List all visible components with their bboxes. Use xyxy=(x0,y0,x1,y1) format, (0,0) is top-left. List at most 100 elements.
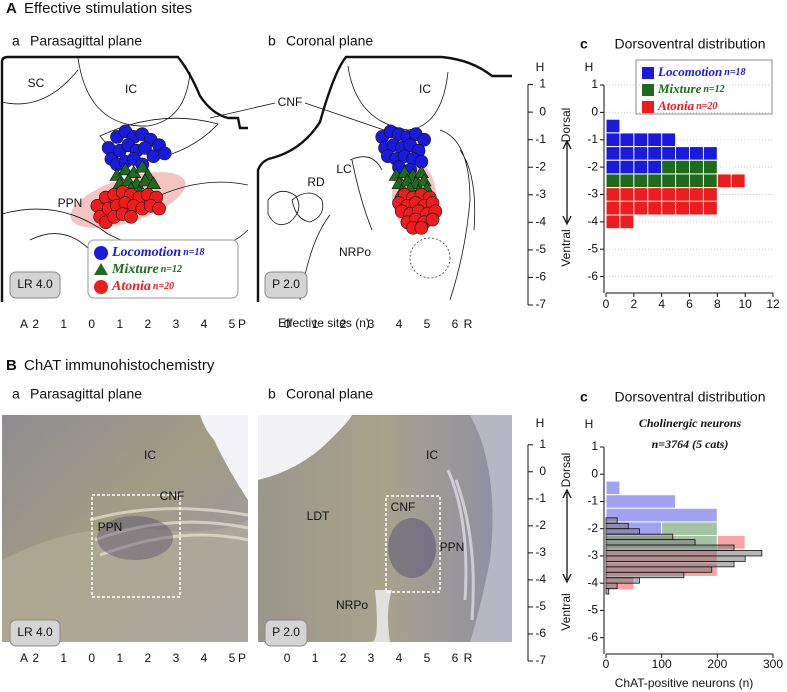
point xyxy=(417,132,431,147)
structure-label: IC xyxy=(144,448,156,462)
overlay-segment xyxy=(605,507,718,523)
histogram-bar xyxy=(605,544,735,551)
point xyxy=(138,141,152,155)
section-label: B xyxy=(6,357,17,374)
legend-entry: Mixture n=12 xyxy=(657,81,725,96)
plate-box xyxy=(9,271,61,299)
y-tick-label: -7 xyxy=(535,653,546,667)
fibers xyxy=(89,507,249,557)
y-tick-label: -1 xyxy=(587,494,598,508)
point xyxy=(414,221,429,235)
structure-label: CNF xyxy=(278,95,303,109)
x-tick-label: 1 xyxy=(60,317,67,331)
structure-label: IC xyxy=(426,448,438,462)
histogram-bar xyxy=(605,560,735,568)
axis-label: H xyxy=(536,416,545,430)
panel-label: c xyxy=(580,36,588,52)
y-tick-label: -1 xyxy=(535,132,546,146)
ventricle xyxy=(372,590,392,642)
legend-marker xyxy=(94,280,108,294)
bar-segment xyxy=(605,118,621,134)
structure-label: CNF xyxy=(160,489,185,503)
x-tick-label: 0 xyxy=(88,317,95,331)
outline xyxy=(409,237,451,279)
x-tick-label: 100 xyxy=(652,657,672,671)
y-tick-label: -4 xyxy=(535,215,546,229)
point xyxy=(146,149,161,163)
panel-label: b xyxy=(268,386,276,402)
y-tick-label: 1 xyxy=(539,77,546,91)
histogram-bar xyxy=(605,528,640,535)
x-axis-label: ChAT-positive neurons (n) xyxy=(615,676,754,690)
x-tick-label: 10 xyxy=(738,297,752,311)
x-tick-label: 6 xyxy=(686,297,693,311)
x-tick-label: 5 xyxy=(424,651,431,665)
plate-label: LR 4.0 xyxy=(17,277,53,291)
x-tick-label: 3 xyxy=(173,651,180,665)
legend-box xyxy=(87,239,239,299)
y-tick-label: -1 xyxy=(535,491,546,505)
legend-name: Mixture xyxy=(111,262,159,277)
x-tick-label: 12 xyxy=(766,297,780,311)
x-tick-label: 1 xyxy=(312,651,319,665)
fibers xyxy=(470,415,512,642)
legend-name: Atonia xyxy=(111,279,151,294)
y-tick-label: -2 xyxy=(535,159,546,173)
x-tick-label: 6 xyxy=(452,317,459,331)
point xyxy=(124,210,138,224)
point xyxy=(152,201,166,216)
y-tick-label: -2 xyxy=(587,521,598,535)
x-tick-label: 2 xyxy=(340,651,347,665)
plate-label: P 2.0 xyxy=(272,277,300,291)
histogram-bar xyxy=(605,517,618,524)
x-tick-label: 5 xyxy=(424,317,431,331)
ventral-label: Ventral xyxy=(559,593,573,630)
legend-n: n=18 xyxy=(183,247,204,258)
overlay-segment xyxy=(661,521,718,537)
histogram-bar xyxy=(605,550,763,557)
y-tick-label: -3 xyxy=(535,187,546,201)
structure-label: IC xyxy=(419,82,431,96)
x-tick-label: 4 xyxy=(396,651,403,665)
x-tick-label: 4 xyxy=(201,651,208,665)
x-tick-label: 200 xyxy=(707,657,727,671)
legend-entry: Atonia n=20 xyxy=(111,279,174,294)
overlay-segment xyxy=(605,480,621,496)
section-title: ChAT immunohistochemistry xyxy=(24,357,215,374)
dv-arrow xyxy=(562,488,572,584)
axis-end-label: R xyxy=(464,317,473,331)
point xyxy=(425,212,440,227)
outline xyxy=(1,69,79,105)
structure-label: LC xyxy=(336,162,352,176)
histogram-bar xyxy=(605,577,640,584)
structure-label: LDT xyxy=(307,509,330,523)
outline xyxy=(347,65,449,131)
x-tick-label: 3 xyxy=(368,651,375,665)
legend-entry: Mixture n=12 xyxy=(111,262,182,277)
legend-name: Mixture xyxy=(657,81,702,96)
x-tick-label: 2 xyxy=(145,317,152,331)
dorsal-label: Dorsal xyxy=(559,108,573,143)
plate-label: LR 4.0 xyxy=(17,625,53,639)
x-tick-label: 6 xyxy=(452,651,459,665)
panel-label: b xyxy=(268,33,276,49)
histogram-bar xyxy=(605,582,618,590)
legend-n: n=18 xyxy=(724,67,745,78)
x-tick-label: 2 xyxy=(340,317,347,331)
panel-title: Parasagittal plane xyxy=(30,33,142,49)
triangle-point xyxy=(145,176,161,190)
structure-label: SC xyxy=(28,76,45,90)
x-tick-label: 3 xyxy=(368,317,375,331)
outline xyxy=(351,129,476,301)
structure-label: RD xyxy=(307,175,325,189)
zoom-box xyxy=(385,495,441,593)
section-label: A xyxy=(6,0,17,17)
y-tick-label: -4 xyxy=(587,575,598,589)
leader-line xyxy=(209,102,385,131)
panel-title: Dorsoventral distribution xyxy=(615,36,766,52)
outline xyxy=(77,57,191,127)
structure-label: NRPo xyxy=(336,598,368,612)
bar-segment xyxy=(605,132,677,148)
x-tick-label: 1 xyxy=(116,651,123,665)
legend-swatch xyxy=(642,101,654,113)
